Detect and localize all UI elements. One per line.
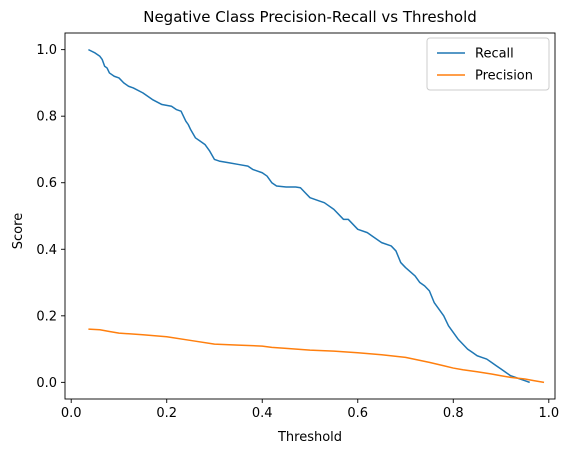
x-axis-title: Threshold <box>277 430 342 445</box>
plot-frame <box>64 32 556 400</box>
x-tick-label: 0.8 <box>443 406 464 421</box>
chart-title: Negative Class Precision-Recall vs Thres… <box>143 8 477 26</box>
x-tick-label: 0.2 <box>156 406 177 421</box>
y-tick-label: 0.0 <box>36 376 57 391</box>
legend-box <box>426 37 550 91</box>
series-line-recall <box>88 48 530 384</box>
x-tick-label: 0.4 <box>252 406 273 421</box>
legend-label-recall: Recall <box>475 47 514 62</box>
legend: Recall Precision <box>426 37 550 91</box>
legend-label-precision: Precision <box>475 69 533 84</box>
y-tick-label: 0.4 <box>36 243 57 258</box>
y-axis-title: Score <box>11 213 26 249</box>
y-tick-label: 0.2 <box>36 309 57 324</box>
x-tick-label: 1.0 <box>538 406 559 421</box>
x-axis: 0.0 0.2 0.4 0.6 0.8 1.0 <box>61 399 559 421</box>
plot-area <box>64 32 556 400</box>
y-tick-label: 1.0 <box>36 43 57 58</box>
x-tick-label: 0.0 <box>61 406 82 421</box>
y-tick-label: 0.6 <box>36 176 57 191</box>
x-tick-label: 0.6 <box>347 406 368 421</box>
series-line-precision <box>88 328 545 384</box>
y-axis: 0.0 0.2 0.4 0.6 0.8 1.0 <box>36 43 65 391</box>
y-tick-label: 0.8 <box>36 110 57 125</box>
